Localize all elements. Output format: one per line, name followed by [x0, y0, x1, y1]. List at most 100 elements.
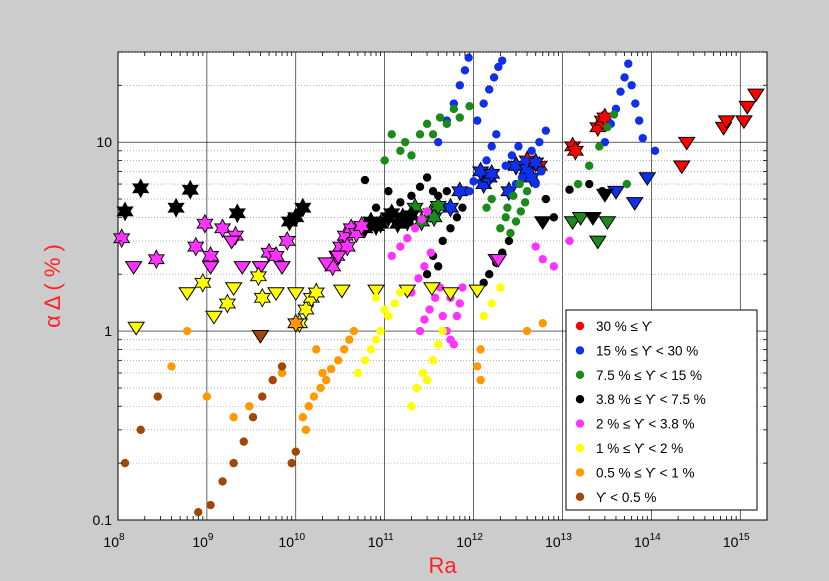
data-point-triangle	[638, 172, 657, 187]
data-point-dot	[603, 122, 612, 132]
data-point-dot	[492, 130, 501, 139]
data-point-star	[249, 266, 268, 287]
data-point-dot	[485, 85, 494, 94]
data-point-dot	[446, 224, 455, 233]
data-point-dot	[496, 224, 505, 233]
series-6	[167, 313, 547, 435]
legend-marker	[575, 321, 585, 331]
data-point-triangle	[224, 282, 243, 297]
data-point-star	[402, 205, 421, 226]
y-axis-label: α Δ ( % )	[40, 244, 65, 328]
legend-box	[565, 309, 758, 511]
data-point-dot	[422, 173, 432, 182]
data-point-dot	[380, 305, 389, 314]
legend-label: 1 % ≤ ϒ < 2 %	[596, 441, 683, 456]
data-point-dot	[485, 269, 494, 279]
data-point-dot	[455, 299, 464, 308]
data-point-star	[471, 161, 490, 182]
data-point-dot	[433, 191, 443, 200]
data-point-dot	[535, 137, 544, 147]
data-point-triangle	[746, 88, 765, 103]
y-tick-label: 10	[96, 134, 112, 150]
data-point-triangle	[468, 284, 487, 299]
data-point-dot	[422, 207, 432, 216]
data-point-dot	[631, 99, 640, 108]
data-point-triangle	[677, 136, 696, 151]
data-point-dot	[624, 59, 633, 68]
data-point-dot	[120, 458, 130, 468]
data-point-triangle	[738, 100, 757, 115]
data-point-dot	[479, 99, 488, 108]
data-point-dot	[509, 191, 518, 200]
data-point-dot	[417, 215, 426, 224]
data-point-triangle	[625, 197, 644, 211]
data-point-dot	[527, 146, 536, 155]
data-point-dot	[390, 299, 400, 308]
data-point-dot	[396, 288, 405, 297]
data-point-dot	[549, 213, 559, 222]
data-point-dot	[520, 156, 530, 165]
data-point-triangle	[423, 282, 441, 297]
data-point-star	[287, 313, 305, 334]
data-point-dot	[627, 81, 636, 90]
data-point-dot	[430, 293, 440, 303]
data-point-dot	[522, 186, 532, 196]
data-point-dot	[476, 375, 485, 385]
x-tick-label: 108	[103, 532, 125, 550]
data-point-dot	[403, 234, 412, 243]
data-point-dot	[371, 293, 381, 303]
data-point-dot	[371, 203, 381, 212]
data-point-triangle	[267, 287, 285, 302]
data-point-dot	[287, 458, 296, 468]
data-point-dot	[622, 179, 632, 189]
data-point-dot	[464, 53, 473, 62]
x-tick-label: 1012	[456, 532, 483, 550]
x-axis-label: Ra	[428, 553, 457, 578]
data-point-dot	[414, 274, 423, 283]
data-point-dot	[494, 62, 503, 72]
legend-label: 15 % ≤ ϒ < 30 %	[596, 343, 698, 358]
data-point-dot	[541, 126, 551, 135]
data-point-triangle	[233, 261, 252, 275]
data-point-dot	[458, 203, 467, 212]
data-point-dot	[407, 191, 416, 200]
data-point-dot	[517, 173, 527, 182]
series-7	[120, 329, 300, 517]
data-point-dot	[422, 375, 432, 385]
data-point-star	[294, 197, 312, 218]
data-point-dot	[514, 142, 523, 151]
data-point-dot	[537, 167, 546, 176]
data-point-dot	[415, 326, 425, 336]
data-point-dot	[229, 413, 238, 422]
data-point-dot	[452, 213, 462, 222]
legend-marker	[575, 468, 585, 477]
data-point-dot	[309, 392, 319, 401]
data-point-star	[429, 195, 447, 216]
data-point-star	[278, 230, 296, 251]
data-point-dot	[153, 392, 162, 401]
data-point-dot	[298, 413, 308, 422]
legend-marker	[575, 419, 585, 428]
data-point-dot	[452, 311, 462, 321]
data-point-dot	[482, 203, 491, 212]
data-point-dot	[473, 116, 482, 125]
data-point-dot	[410, 224, 420, 233]
data-point-triangle	[329, 250, 348, 265]
x-tick-label: 109	[192, 532, 214, 550]
data-points	[113, 53, 765, 517]
data-point-dot	[522, 326, 532, 336]
data-point-dot	[620, 73, 629, 82]
data-point-triangle	[127, 321, 146, 336]
data-point-dot	[333, 356, 343, 365]
data-point-dot	[407, 402, 416, 411]
data-point-dot	[465, 101, 474, 111]
data-point-dot	[609, 110, 619, 119]
data-point-star	[253, 287, 271, 308]
data-point-dot	[507, 151, 517, 160]
data-point-dot	[598, 186, 607, 196]
legend-marker	[575, 346, 585, 355]
data-point-dot	[531, 242, 540, 251]
data-point-triangle	[124, 261, 143, 275]
data-point-dot	[371, 335, 381, 344]
data-point-dot	[458, 283, 467, 292]
